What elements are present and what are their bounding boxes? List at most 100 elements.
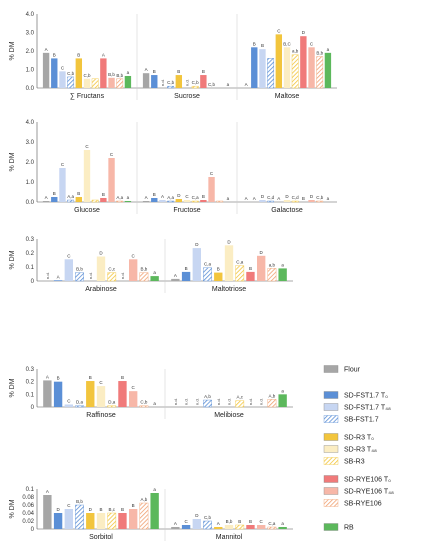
significance-label: C: [61, 65, 65, 70]
bar-sdf_t48: [64, 259, 74, 281]
significance-label: a: [127, 195, 130, 200]
bar-sby: [267, 526, 277, 530]
bar-sbr: [91, 78, 99, 89]
bar-sdr_t0: [86, 513, 95, 529]
significance-label: B,b: [116, 73, 123, 78]
y-tick-label: 1.0: [26, 68, 35, 74]
legend-label-sdf_t0: SD-FST1.7 T₀: [344, 393, 388, 400]
bar-sdr_t0: [175, 199, 183, 202]
bar-sdy_t48: [108, 77, 115, 88]
y-tick-label: 3.0: [26, 31, 35, 37]
bar-sdf_t48: [259, 49, 266, 88]
bar-sdr_t48: [83, 150, 91, 202]
bar-rb: [278, 394, 287, 407]
significance-label: D: [89, 507, 93, 512]
bar-sdy_t0: [300, 36, 307, 88]
bar-sdr_t48: [96, 386, 106, 407]
category-label: Sorbitol: [89, 534, 113, 541]
significance-label: a: [327, 196, 330, 201]
bar-sdf_t0: [181, 525, 191, 529]
y-axis-label: % DM: [9, 499, 16, 518]
y-tick-label: 0: [31, 527, 35, 533]
significance-label: B: [57, 376, 60, 381]
significance-label: C,a: [268, 521, 276, 526]
significance-label: D: [195, 513, 199, 518]
bar-sbr: [91, 199, 99, 203]
significance-label: D: [195, 242, 199, 247]
bar-sdf_t48: [192, 519, 202, 529]
y-tick-label: 0.1: [26, 265, 35, 271]
significance-label: n.d.: [45, 272, 50, 279]
significance-label: C,a: [192, 195, 200, 200]
significance-label: B: [132, 503, 135, 508]
significance-label: C,b: [208, 82, 216, 87]
significance-label: B,b: [76, 499, 83, 504]
bar-sdy_t48: [308, 200, 315, 202]
significance-label: C: [110, 152, 114, 157]
significance-label: C,d: [292, 195, 300, 200]
bar-sbf: [167, 200, 175, 203]
bar-flour: [171, 278, 180, 281]
significance-label: D: [261, 194, 265, 199]
y-tick-label: 0.3: [26, 367, 35, 373]
bar-rb: [124, 75, 132, 88]
significance-label: a: [153, 270, 156, 275]
legend-swatch-flour: [323, 365, 339, 373]
significance-label: C: [210, 171, 214, 176]
significance-label: C,a: [204, 262, 212, 267]
significance-label: B: [102, 192, 105, 197]
legend-label-sby: SB-RYE106: [344, 501, 382, 508]
bar-sdr_t48: [183, 200, 191, 202]
legend-swatch-sbr: [323, 457, 339, 465]
significance-label: B: [217, 267, 220, 272]
legend-swatch-sdy_t48: [323, 487, 339, 495]
bar-flour: [42, 52, 50, 88]
bar-sdr_t48: [283, 47, 291, 88]
bar-sdr_t48: [96, 513, 106, 529]
significance-label: A,a: [116, 195, 123, 200]
category-label: Arabinose: [85, 286, 117, 293]
bar-sbf: [267, 58, 275, 89]
significance-label: B: [77, 191, 80, 196]
bar-sdy_t48: [128, 391, 138, 407]
significance-label: n.d.: [120, 272, 125, 279]
y-tick-label: 0: [31, 405, 35, 411]
bar-sdf_t0: [51, 197, 58, 202]
y-tick-label: 0.0: [26, 200, 35, 206]
bar-flour: [43, 380, 52, 407]
significance-label: A: [45, 195, 48, 200]
bar-sby: [267, 399, 277, 408]
bar-sdf_t0: [151, 75, 158, 88]
bar-sbr: [291, 54, 299, 89]
significance-label: B: [99, 507, 102, 512]
bar-sdy_t0: [100, 198, 107, 202]
bar-sdy_t48: [128, 259, 138, 281]
bar-flour: [43, 495, 52, 529]
bar-sdy_t48: [256, 525, 266, 529]
significance-label: C: [67, 398, 71, 403]
significance-label: C: [185, 194, 189, 199]
bar-sbr: [107, 405, 117, 408]
significance-label: C: [132, 253, 136, 258]
significance-label: D,a: [76, 400, 84, 405]
significance-label: n.d.: [194, 398, 199, 405]
significance-label: C: [99, 380, 103, 385]
significance-label: A,c: [236, 395, 243, 400]
bar-rb: [278, 527, 287, 529]
significance-label: a: [281, 388, 284, 393]
significance-label: A: [57, 274, 60, 279]
bar-sdr_t48: [283, 200, 291, 202]
legend: Flour SD-FST1.7 T₀ SD-FST1.7 T₄₈ SB-FST1.7 S…: [323, 365, 394, 532]
category-label: Maltotriose: [212, 286, 246, 293]
category-label: Raffinose: [86, 412, 116, 419]
legend-label-rb: RB: [344, 525, 354, 532]
significance-label: n.d.: [227, 398, 232, 405]
bar-sdy_t48: [256, 255, 266, 281]
significance-label: D: [227, 239, 231, 244]
significance-label: A: [161, 194, 164, 199]
significance-label: a: [227, 196, 230, 201]
bar-sbf: [203, 399, 212, 408]
bar-sdy_t0: [200, 200, 207, 202]
